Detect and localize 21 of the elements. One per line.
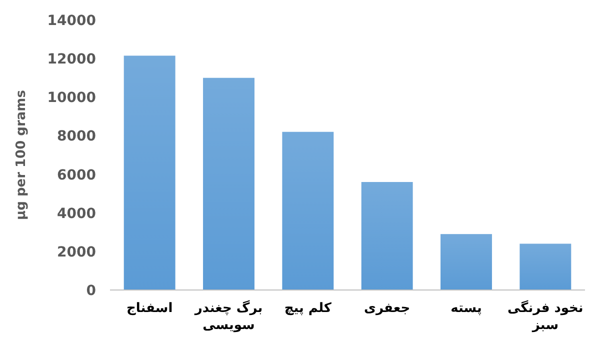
y-axis-title: µg per 100 grams xyxy=(14,90,29,220)
bar xyxy=(440,234,492,290)
x-tick-label: نخود فرنگی سبز xyxy=(508,300,584,333)
y-tick-label: 4000 xyxy=(57,206,96,222)
x-tick-label: پسته xyxy=(450,301,482,316)
bar xyxy=(361,182,413,290)
x-tick-label: جعفری xyxy=(364,301,410,316)
y-tick-label: 10000 xyxy=(47,90,96,106)
bar xyxy=(203,78,254,290)
y-tick-label: 6000 xyxy=(57,167,96,184)
x-tick-label: برگ چغندر سویسی xyxy=(194,300,263,333)
y-tick-label: 14000 xyxy=(47,13,96,29)
x-tick-label: اسفناج xyxy=(126,301,173,316)
y-tick-label: 12000 xyxy=(47,52,96,68)
y-tick-label: 8000 xyxy=(57,128,96,145)
y-tick-label: 0 xyxy=(86,283,96,299)
x-tick-label: کلم پیچ xyxy=(284,301,332,316)
y-tick-label: 2000 xyxy=(57,244,96,260)
bar xyxy=(282,132,334,290)
bar xyxy=(520,244,572,290)
bar xyxy=(124,56,176,290)
